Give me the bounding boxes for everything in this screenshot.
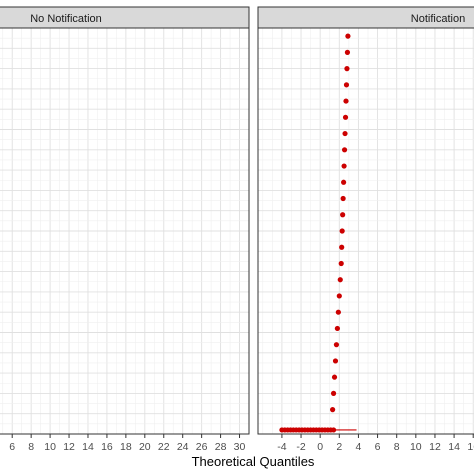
x-tick-label: 6	[375, 441, 381, 453]
x-tick-label: 8	[28, 441, 34, 453]
qq-point	[340, 195, 346, 202]
x-tick-label: 10	[410, 441, 422, 453]
qq-point	[342, 130, 348, 137]
x-axis-title: Theoretical Quantiles	[192, 454, 315, 469]
x-tick-label: 2	[336, 441, 342, 453]
panel-no-notification: No Notification 6 8 10 12 14 16 18 20 22 24 26 28 30	[0, 6, 250, 453]
qq-point	[345, 33, 351, 39]
qq-point	[333, 342, 340, 348]
qq-point	[331, 374, 338, 380]
qq-point	[341, 179, 347, 185]
qq-point	[336, 293, 342, 299]
panel-border-notification	[257, 27, 474, 435]
x-tick-label: 26	[196, 441, 208, 453]
x-axis-ticks-no-notification: 6 8 10 12 14 16 18 20 22 24 26 28 30	[9, 434, 246, 453]
qq-points-notification	[279, 33, 357, 433]
panel-notification: Notification -4 -2 0 2 4 6 8 10 12 14 16	[257, 6, 474, 453]
x-tick-label: 12	[63, 441, 75, 453]
qq-point	[337, 277, 343, 283]
x-tick-label: -2	[296, 441, 305, 453]
qq-point	[334, 325, 340, 332]
x-tick-label: 12	[429, 441, 441, 453]
x-tick-label: 18	[120, 441, 132, 453]
strip-label-notification: Notification	[411, 13, 465, 25]
qq-point	[339, 244, 345, 250]
qq-point	[338, 260, 344, 267]
qq-point	[335, 309, 341, 315]
x-axis-ticks-notification: -4 -2 0 2 4 6 8 10 12 14 16	[277, 434, 474, 453]
qq-point	[343, 82, 350, 88]
qq-point	[330, 407, 336, 413]
panel-border-no-notification	[0, 27, 250, 435]
x-tick-label: 14	[82, 441, 94, 453]
qq-point	[341, 147, 348, 153]
x-tick-label: 8	[394, 441, 400, 453]
qq-point	[330, 390, 337, 396]
qq-point	[342, 114, 349, 120]
grid-no-notification	[0, 28, 249, 434]
x-tick-label: 10	[44, 441, 56, 453]
x-tick-label: 16	[101, 441, 113, 453]
x-tick-label: -4	[277, 441, 286, 453]
x-tick-label: 20	[139, 441, 151, 453]
x-tick-label: 4	[356, 441, 362, 453]
qq-point	[341, 163, 347, 169]
x-tick-label: 0	[317, 441, 323, 453]
x-tick-label: 22	[158, 441, 170, 453]
qq-point	[344, 66, 350, 72]
x-tick-label: 14	[448, 441, 460, 453]
qq-point	[343, 98, 349, 104]
qq-point	[339, 228, 345, 234]
qq-point	[330, 427, 337, 433]
x-tick-label: 6	[9, 441, 15, 453]
qq-point	[340, 212, 346, 218]
grid-notification	[258, 28, 474, 434]
x-tick-label: 24	[177, 441, 189, 453]
qq-point	[344, 49, 351, 55]
strip-label-no-notification: No Notification	[30, 13, 102, 25]
x-tick-label: 28	[215, 441, 227, 453]
qq-point	[332, 358, 339, 364]
x-tick-label: 16	[467, 441, 474, 453]
x-tick-label: 30	[234, 441, 246, 453]
